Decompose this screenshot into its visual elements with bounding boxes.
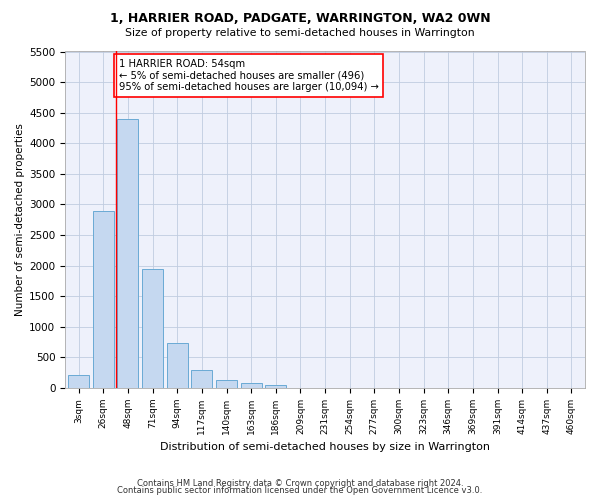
Y-axis label: Number of semi-detached properties: Number of semi-detached properties [15, 124, 25, 316]
Text: Contains public sector information licensed under the Open Government Licence v3: Contains public sector information licen… [118, 486, 482, 495]
Bar [216, 380, 237, 388]
Text: Size of property relative to semi-detached houses in Warrington: Size of property relative to semi-detach… [125, 28, 475, 38]
Bar [167, 344, 188, 388]
Text: 1, HARRIER ROAD, PADGATE, WARRINGTON, WA2 0WN: 1, HARRIER ROAD, PADGATE, WARRINGTON, WA… [110, 12, 490, 26]
Bar [265, 384, 286, 388]
Bar [68, 374, 89, 388]
Text: Contains HM Land Registry data © Crown copyright and database right 2024.: Contains HM Land Registry data © Crown c… [137, 478, 463, 488]
Bar [93, 210, 114, 388]
Bar [118, 119, 139, 388]
Bar [142, 268, 163, 388]
Bar [191, 370, 212, 388]
X-axis label: Distribution of semi-detached houses by size in Warrington: Distribution of semi-detached houses by … [160, 442, 490, 452]
Text: 1 HARRIER ROAD: 54sqm
← 5% of semi-detached houses are smaller (496)
95% of semi: 1 HARRIER ROAD: 54sqm ← 5% of semi-detac… [119, 59, 379, 92]
Bar [241, 382, 262, 388]
